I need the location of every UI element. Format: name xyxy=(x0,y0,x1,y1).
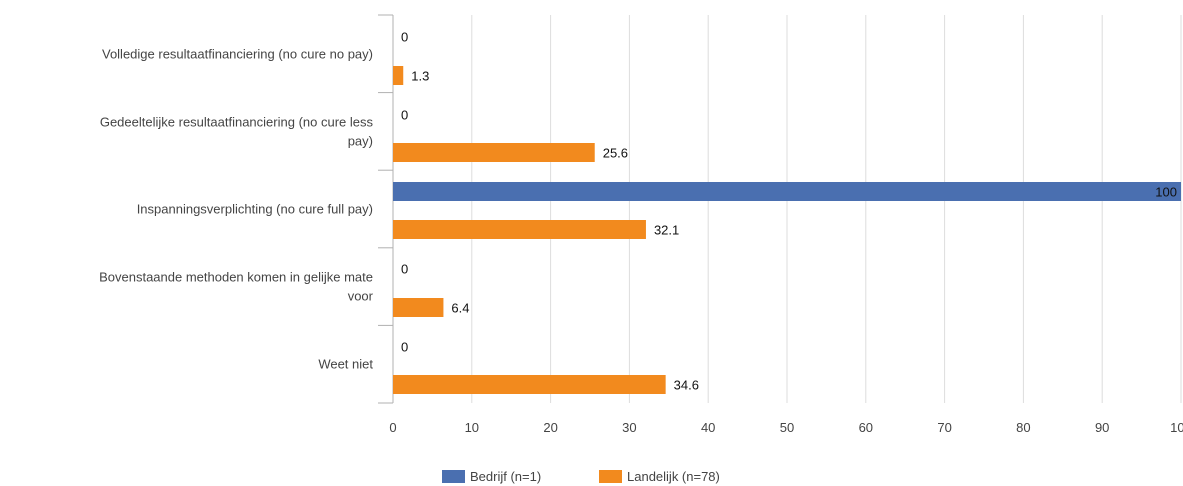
bar xyxy=(393,143,595,162)
legend-swatch xyxy=(442,470,465,483)
x-tick-labels: 0 10 20 30 40 50 60 70 80 90 100 xyxy=(389,420,1183,435)
x-tick-label: 90 xyxy=(1095,420,1109,435)
x-tick-label: 50 xyxy=(780,420,794,435)
x-tick-label: 0 xyxy=(389,420,396,435)
bars: 0 1.3 0 25.6 100 32.1 0 6.4 0 34.6 xyxy=(393,30,1181,394)
bar xyxy=(393,182,1181,201)
x-tick-label: 10 xyxy=(465,420,479,435)
category-label: Volledige resultaatfinanciering (no cure… xyxy=(102,46,373,61)
category-label: voor xyxy=(348,289,374,304)
bar xyxy=(393,66,404,85)
grid-lines xyxy=(392,15,1182,403)
data-label: 34.6 xyxy=(674,378,699,393)
category-label: Inspanningsverplichting (no cure full pa… xyxy=(137,202,373,217)
data-label: 25.6 xyxy=(603,146,628,161)
x-tick-label: 20 xyxy=(543,420,557,435)
category-label: Weet niet xyxy=(318,357,373,372)
x-tick-label: 100 xyxy=(1170,420,1183,435)
category-label: Bovenstaande methoden komen in gelijke m… xyxy=(99,270,373,285)
legend-swatch xyxy=(599,470,622,483)
data-label: 0 xyxy=(401,262,408,277)
legend: Bedrijf (n=1) Landelijk (n=78) xyxy=(442,469,720,484)
x-tick-label: 80 xyxy=(1016,420,1030,435)
bar xyxy=(393,220,646,239)
legend-label: Landelijk (n=78) xyxy=(627,469,720,484)
x-tick-label: 30 xyxy=(622,420,636,435)
category-label: Gedeeltelijke resultaatfinanciering (no … xyxy=(100,114,374,129)
data-label: 100 xyxy=(1155,185,1177,200)
bar xyxy=(393,375,666,394)
x-tick-label: 70 xyxy=(937,420,951,435)
data-label: 1.3 xyxy=(411,69,429,84)
data-label: 6.4 xyxy=(451,301,469,316)
category-label: pay) xyxy=(348,133,373,148)
category-labels: Volledige resultaatfinanciering (no cure… xyxy=(99,46,374,371)
axes xyxy=(378,14,394,404)
data-label: 32.1 xyxy=(654,223,679,238)
legend-label: Bedrijf (n=1) xyxy=(470,469,541,484)
x-tick-label: 60 xyxy=(859,420,873,435)
data-label: 0 xyxy=(401,108,408,123)
data-label: 0 xyxy=(401,30,408,45)
data-label: 0 xyxy=(401,340,408,355)
x-tick-label: 40 xyxy=(701,420,715,435)
bar xyxy=(393,298,444,317)
